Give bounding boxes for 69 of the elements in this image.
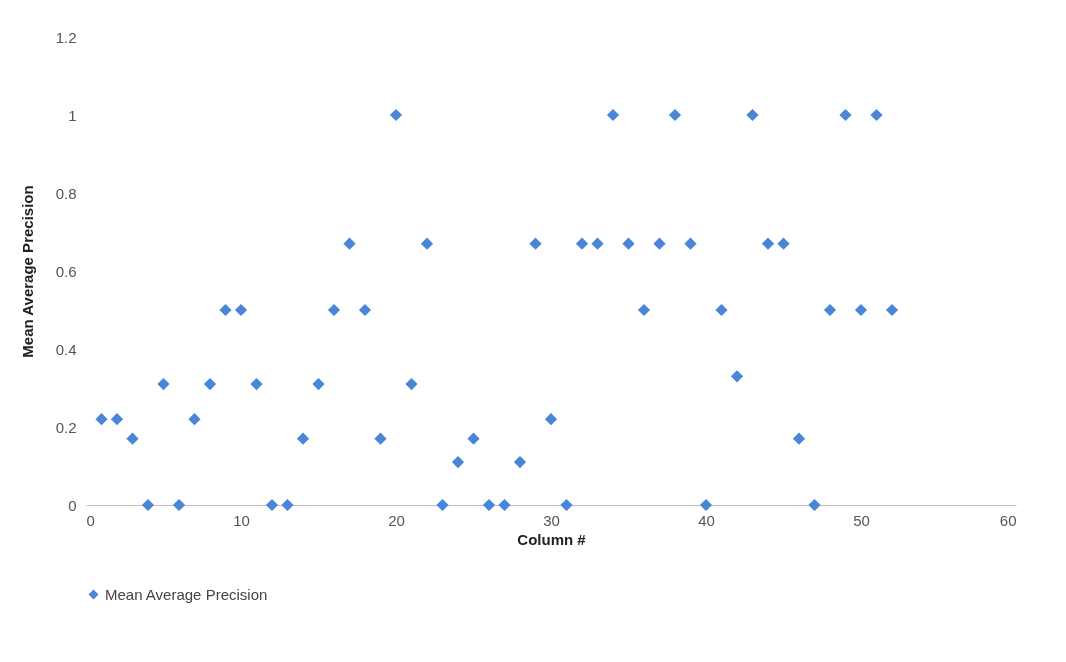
- point: [172, 498, 186, 512]
- point: [637, 303, 651, 317]
- point: [467, 432, 480, 445]
- point: [591, 237, 604, 250]
- legend-label: Mean Average Precision: [105, 585, 268, 603]
- point: [544, 413, 558, 426]
- point: [575, 237, 589, 250]
- point: [374, 432, 387, 445]
- x-tick-label: 0: [86, 511, 95, 529]
- x-tick-label: 30: [543, 511, 560, 529]
- x-tick-label: 40: [698, 511, 715, 529]
- point: [405, 377, 418, 391]
- point: [560, 498, 573, 512]
- y-tick-label: 0.8: [55, 184, 77, 202]
- point: [420, 237, 434, 250]
- x-axis-title: Column #: [517, 530, 587, 548]
- point: [498, 498, 511, 512]
- point: [203, 377, 217, 391]
- x-tick-label: 20: [388, 511, 405, 529]
- point: [451, 455, 465, 469]
- y-tick-label: 1: [68, 106, 77, 124]
- y-tick-label: 0.4: [55, 340, 77, 358]
- point: [436, 498, 449, 512]
- point: [296, 432, 310, 445]
- point: [219, 303, 232, 317]
- point: [529, 237, 542, 250]
- point: [730, 370, 744, 383]
- point: [281, 498, 294, 512]
- point: [265, 498, 279, 512]
- point: [312, 377, 325, 391]
- point: [715, 303, 728, 317]
- y-tick-label: 1.2: [55, 28, 77, 46]
- y-tick-label: 0.2: [55, 418, 77, 436]
- point: [870, 108, 883, 122]
- point: [110, 413, 124, 426]
- point: [234, 303, 248, 317]
- x-tick-label: 10: [233, 511, 250, 529]
- x-tick-label: 50: [853, 511, 870, 529]
- point: [389, 108, 403, 122]
- point: [761, 237, 775, 250]
- point: [777, 237, 790, 250]
- point: [343, 237, 356, 250]
- point: [699, 498, 713, 512]
- point: [792, 432, 806, 445]
- point: [839, 108, 852, 122]
- y-tick-label: 0: [68, 496, 77, 514]
- point: [358, 303, 372, 317]
- point: [482, 498, 496, 512]
- point: [327, 303, 341, 317]
- x-tick-label: 60: [999, 511, 1017, 529]
- point: [126, 432, 139, 445]
- point: [746, 108, 759, 122]
- point: [513, 455, 527, 469]
- point: [188, 413, 201, 426]
- point: [250, 377, 263, 391]
- point: [653, 237, 666, 250]
- point: [606, 108, 620, 122]
- point: [885, 303, 899, 317]
- point: [157, 377, 170, 391]
- point: [141, 498, 155, 512]
- point: [808, 498, 821, 512]
- point: [684, 237, 697, 250]
- point: [823, 303, 837, 317]
- point: [854, 303, 868, 317]
- y-axis-title: Mean Average Precision: [18, 185, 36, 358]
- point: [668, 108, 682, 122]
- point: [95, 413, 108, 426]
- y-tick-label: 0.6: [55, 262, 77, 280]
- point: [622, 237, 635, 250]
